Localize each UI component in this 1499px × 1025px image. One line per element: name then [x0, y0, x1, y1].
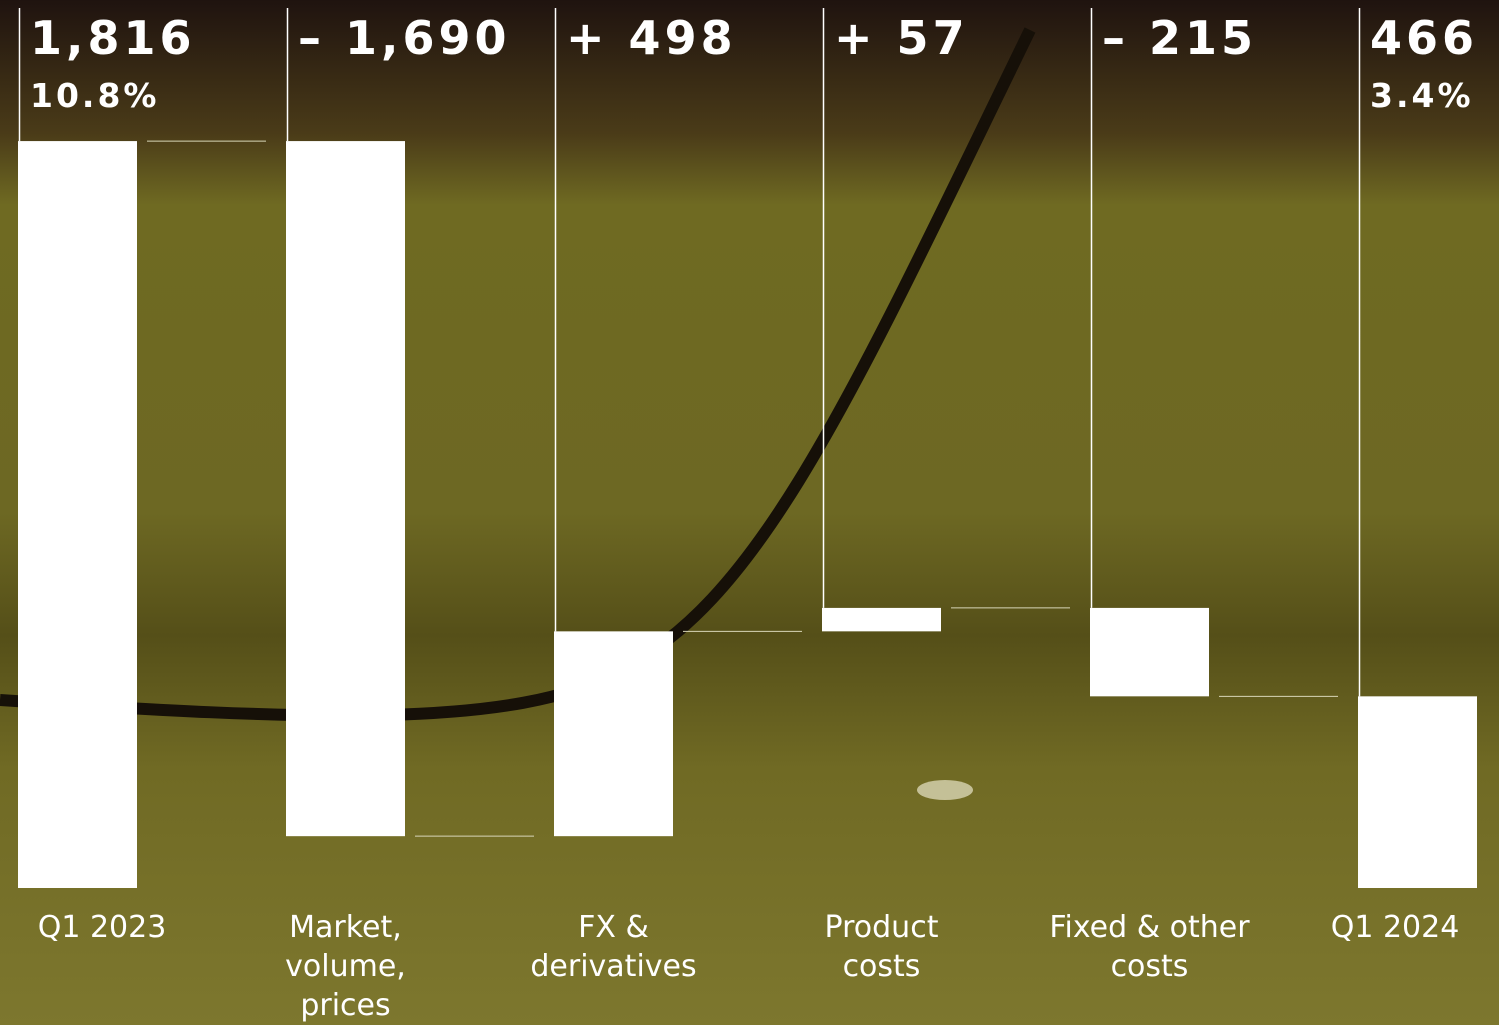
bar [18, 141, 137, 888]
value-label: 1,816 [30, 11, 196, 65]
value-label: + 57 [834, 11, 969, 65]
decor-highlight [917, 780, 973, 800]
bar [1090, 607, 1209, 697]
value-label: 466 [1370, 11, 1478, 65]
category-label: Market, volume, prices [285, 910, 406, 1023]
bar [554, 631, 673, 837]
category-label: Q1 2024 [1330, 910, 1460, 945]
margin-label: 10.8% [30, 76, 160, 115]
category-label: Fixed & other costs [1049, 910, 1250, 984]
category-label: Product costs [824, 910, 939, 984]
value-label: – 1,690 [298, 11, 511, 65]
bar [1358, 696, 1477, 888]
value-label: – 215 [1102, 11, 1257, 65]
bar [822, 607, 941, 632]
category-label: Q1 2023 [37, 910, 167, 945]
margin-label: 3.4% [1370, 76, 1474, 115]
category-label: FX & derivatives [530, 910, 697, 984]
bar [286, 141, 405, 837]
value-label: + 498 [566, 11, 737, 65]
